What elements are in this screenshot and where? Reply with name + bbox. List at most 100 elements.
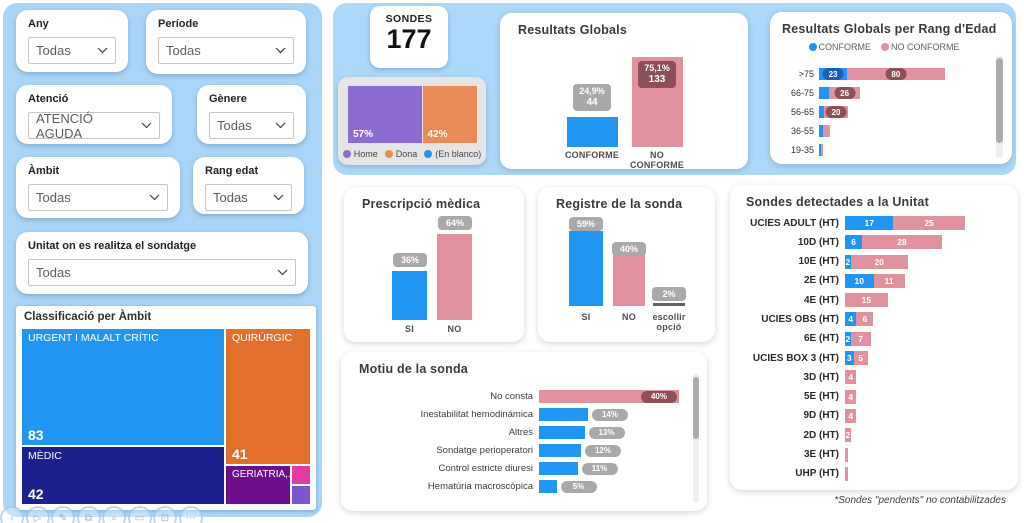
bar-conforme[interactable] <box>567 117 618 147</box>
filter-genere-dropdown[interactable]: Todas <box>209 112 294 139</box>
units-bar-no-conforme[interactable]: 4 <box>845 408 857 423</box>
toolbar-icon[interactable]: ✎ <box>51 506 75 523</box>
units-bar-no-conforme[interactable]: 2 <box>845 428 851 443</box>
chevron-down-icon <box>97 47 108 54</box>
treemap-block-medic[interactable]: MÈDIC 42 <box>22 447 224 504</box>
units-row: 2E (HT) 10 11 <box>742 273 1004 288</box>
toolbar-icon[interactable]: ⋯ <box>178 506 203 523</box>
toolbar-icon[interactable]: ▭ <box>127 506 152 523</box>
motiu-bar[interactable] <box>539 480 557 493</box>
units-bar-conforme[interactable]: 10 <box>845 273 874 288</box>
units-bar-conforme-label: 10 <box>854 275 864 286</box>
prescripcio-axis-si: SI <box>405 324 414 334</box>
units-bar-no-conforme-label: 11 <box>884 275 894 286</box>
units-bar-conforme[interactable]: 17 <box>845 216 894 230</box>
toolbar-icon[interactable]: ▷ <box>25 506 50 523</box>
units-bar-no-conforme[interactable]: 28 <box>862 235 942 250</box>
motiu-bar[interactable] <box>539 444 581 457</box>
units-bar-no-conforme[interactable]: 6 <box>856 312 874 327</box>
prescripcio-bar-no[interactable] <box>437 233 472 320</box>
filter-any-dropdown[interactable]: Todas <box>28 37 116 64</box>
filter-genere-value: Todas <box>217 118 252 133</box>
units-bar-no-conforme[interactable]: 4 <box>845 389 857 404</box>
units-bar-no-conforme[interactable] <box>845 466 848 481</box>
treemap-block-geriatria[interactable]: GERIATRIA,... <box>226 466 290 504</box>
units-bar-no-conforme-label: 4 <box>848 372 854 383</box>
filter-ambit-dropdown[interactable]: Todas <box>28 184 168 211</box>
gender-legend-item[interactable]: Dona <box>384 149 417 159</box>
gender-legend-item[interactable]: (En blanco) <box>424 149 481 159</box>
units-bar-no-conforme[interactable]: 20 <box>850 254 908 269</box>
toolbar-icon[interactable]: ‹ <box>0 506 24 523</box>
filter-atencio-value: ATENCIÓ AGUDA <box>36 110 93 141</box>
units-bar-no-conforme[interactable]: 7 <box>850 331 871 346</box>
registre-bar-escollir[interactable] <box>653 303 685 306</box>
units-bar-conforme[interactable]: 2 <box>845 331 851 346</box>
units-bar-no-conforme[interactable]: 15 <box>845 293 888 308</box>
toolbar-icon[interactable]: ⌕ <box>102 506 126 523</box>
gender-bar-dona[interactable]: 42% <box>422 86 477 143</box>
registre-axis-no: NO <box>622 312 636 322</box>
registre-bar-no[interactable] <box>613 255 645 306</box>
treemap-block-quirurgic[interactable]: QUIRÚRGIC 41 <box>226 329 310 464</box>
age-bar-no-conforme[interactable] <box>822 125 830 137</box>
motiu-row: Sondatge perioperatori 12% <box>355 444 677 457</box>
units-bar-conforme[interactable]: 2 <box>845 254 851 269</box>
filter-unitat-dropdown[interactable]: Todas <box>28 259 296 286</box>
age-bar-no-conforme[interactable]: 26 <box>828 87 861 99</box>
label-conforme-count: 44 <box>586 96 598 108</box>
units-row: 3D (HT) 4 <box>742 370 1004 385</box>
age-bar-no-conforme[interactable]: 80 <box>847 68 945 80</box>
age-legend-item[interactable]: NO CONFORME <box>881 42 960 52</box>
age-chart-scrollbar-thumb[interactable] <box>996 58 1003 143</box>
units-row-label: 4E (HT) <box>804 294 839 306</box>
treemap-block-small-magenta[interactable] <box>292 466 310 484</box>
motiu-bar[interactable] <box>539 408 588 421</box>
age-bar-no-conforme[interactable]: 20 <box>823 106 849 118</box>
age-row-label: 19-35 <box>790 145 814 155</box>
age-legend-label: CONFORME <box>818 42 872 52</box>
gender-legend-item[interactable]: Home <box>342 149 378 159</box>
prescripcio-card: Prescripció mèdica 36% 64% SI NO <box>344 187 524 342</box>
treemap-block-quirurgic-value: 41 <box>232 446 248 462</box>
age-bar-conforme[interactable]: 23 <box>819 68 848 80</box>
toolbar-icon[interactable]: ⊡ <box>153 506 177 523</box>
treemap-block-urgent[interactable]: URGENT I MALALT CRÍTIC 83 <box>22 329 224 445</box>
toolbar-icon-glyph: ⋯ <box>185 512 196 523</box>
gender-bar-home[interactable]: 57% <box>348 86 422 143</box>
age-bar-conforme[interactable] <box>819 87 829 99</box>
filter-genere-label: Gènere <box>209 93 247 105</box>
units-bar-conforme[interactable]: 3 <box>845 351 854 366</box>
units-bar-no-conforme[interactable] <box>845 447 848 462</box>
age-bar-conforme[interactable] <box>819 106 824 118</box>
age-bar-conforme[interactable] <box>819 125 823 137</box>
units-bar-no-conforme-label: 6 <box>862 314 868 325</box>
filter-periode-dropdown[interactable]: Todas <box>158 37 294 64</box>
motiu-scrollbar-thumb[interactable] <box>693 377 699 439</box>
age-chart-row: 19-35 <box>784 144 986 156</box>
age-bar-conforme[interactable] <box>819 144 822 156</box>
units-bar-no-conforme[interactable]: 5 <box>853 351 868 366</box>
motiu-row-label: Altres <box>508 427 533 438</box>
motiu-bar[interactable] <box>539 426 585 439</box>
units-bar-no-conforme[interactable]: 4 <box>845 370 857 385</box>
filter-atencio-dropdown[interactable]: ATENCIÓ AGUDA <box>28 110 160 141</box>
treemap-block-urgent-label: URGENT I MALALT CRÍTIC <box>28 332 159 344</box>
units-bar-conforme[interactable]: 6 <box>845 235 863 250</box>
registre-bar-si[interactable] <box>569 231 603 306</box>
motiu-bar[interactable] <box>539 462 578 475</box>
filter-rang-edat-dropdown[interactable]: Todas <box>205 184 292 211</box>
age-bar-no-conforme[interactable] <box>821 144 823 156</box>
toolbar-icon[interactable]: ⧉ <box>76 506 101 523</box>
filter-genere: Gènere Todas <box>197 85 306 144</box>
age-legend-item[interactable]: CONFORME <box>808 42 872 52</box>
treemap-block-urgent-value: 83 <box>28 427 44 443</box>
motiu-row: Hematúria macroscòpica 5% <box>355 480 677 493</box>
toolbar-icon-glyph: ⊡ <box>160 512 170 523</box>
units-bar-no-conforme[interactable]: 11 <box>873 273 905 288</box>
treemap-block-small-purple[interactable] <box>292 486 310 504</box>
prescripcio-bar-si[interactable] <box>392 271 427 320</box>
units-bar-no-conforme[interactable]: 25 <box>893 216 965 230</box>
units-row-label: 5E (HT) <box>804 391 839 403</box>
units-bar-conforme[interactable]: 4 <box>845 312 857 327</box>
